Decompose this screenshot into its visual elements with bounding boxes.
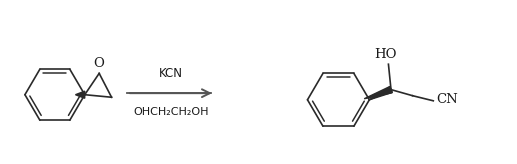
Polygon shape (369, 87, 392, 100)
Polygon shape (75, 91, 85, 98)
Text: CN: CN (436, 93, 458, 106)
Text: HO: HO (375, 48, 397, 61)
Text: OHCH₂CH₂OH: OHCH₂CH₂OH (133, 107, 208, 117)
Text: O: O (94, 57, 104, 70)
Polygon shape (364, 86, 392, 99)
Text: KCN: KCN (159, 67, 183, 81)
